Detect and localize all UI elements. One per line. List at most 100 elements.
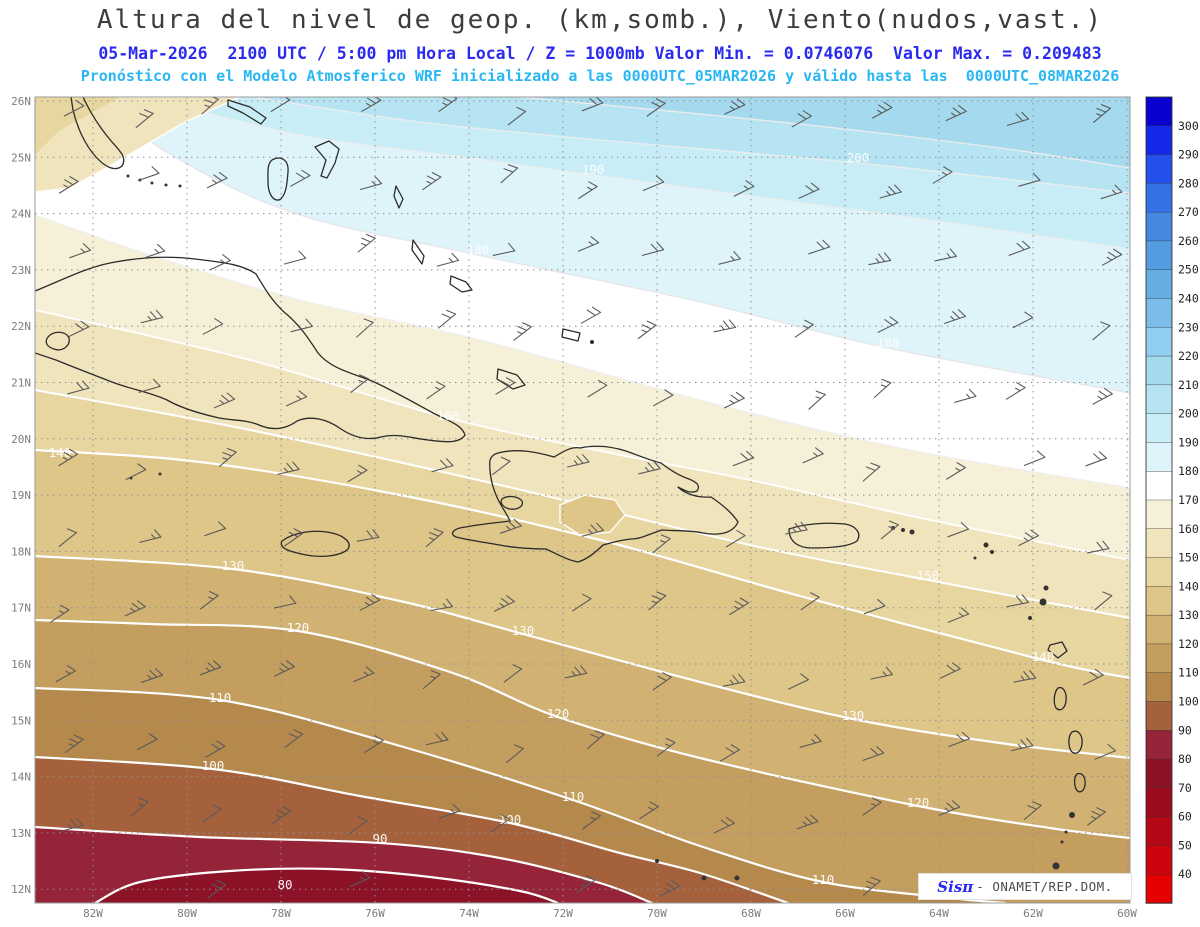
coastline [1053, 686, 1067, 711]
wind-barb [290, 318, 313, 333]
wind-barb-glyph [934, 248, 957, 262]
wind-barb [788, 673, 810, 690]
coastline [35, 256, 466, 443]
wind-barb-glyph [55, 665, 76, 683]
wind-barb [732, 450, 755, 467]
wind-barb [1018, 172, 1041, 187]
contour-line-180 [87, 97, 1130, 394]
wind-barb-glyph [140, 309, 164, 324]
colorbar-cell [1145, 701, 1173, 731]
wind-barb [862, 876, 881, 896]
hispaniola-low [560, 495, 625, 535]
colorbar-cell [1145, 413, 1173, 444]
wind-barb-glyph [639, 801, 659, 820]
wind-barb-glyph [656, 737, 676, 757]
wind-barb [125, 463, 147, 480]
contour-label: 180 [467, 242, 490, 257]
wind-barb-glyph [202, 317, 224, 335]
wind-barb-glyph [492, 242, 516, 256]
wind-barb [720, 744, 741, 762]
lat-label: 19N [11, 489, 31, 502]
wind-barb [580, 306, 602, 324]
wind-barb [207, 880, 227, 899]
wind-barb [587, 379, 608, 398]
wind-barb [870, 666, 894, 680]
wind-barb [284, 729, 304, 748]
wind-barb-glyph [648, 591, 667, 611]
wind-barb [199, 660, 222, 676]
island-dot [1043, 585, 1049, 591]
island-dot [1069, 812, 1075, 818]
contour-label: 90 [372, 831, 387, 846]
wind-barb [1005, 382, 1026, 400]
colorbar-label: 170 [1178, 493, 1199, 507]
wind-barb [273, 595, 297, 609]
island-dot [734, 875, 740, 881]
wind-barb-glyph [724, 98, 746, 115]
wind-barb-glyph [564, 665, 588, 679]
lat-label: 14N [11, 771, 31, 784]
wind-barb-glyph [137, 166, 160, 182]
lat-label: 25N [11, 151, 31, 164]
wind-barb-glyph [720, 744, 741, 762]
colorbar-label: 40 [1178, 867, 1192, 881]
wind-barb-glyph [438, 97, 458, 112]
lon-label: 60W [1117, 907, 1137, 920]
wind-barb-glyph [932, 166, 953, 184]
wind-barb [205, 740, 226, 758]
wind-barb-glyph [1006, 594, 1030, 608]
wind-barb-glyph [1018, 529, 1040, 547]
wind-barb [945, 104, 967, 122]
wind-barb [64, 734, 84, 753]
wind-barb-glyph [788, 673, 810, 690]
wind-barb-glyph [798, 182, 820, 199]
wind-barb-glyph [69, 243, 92, 259]
wind-barb [352, 666, 375, 683]
colorbar-cell [1145, 874, 1173, 904]
coastline [411, 239, 425, 265]
wind-barb-glyph [199, 660, 222, 676]
wind-barb [505, 744, 524, 764]
colorbar-cell [1145, 643, 1173, 674]
wind-barb [130, 797, 149, 817]
wind-barb-glyph [50, 604, 70, 623]
wind-barb [137, 166, 160, 182]
wind-barb [586, 730, 605, 750]
wind-barb-glyph [206, 171, 228, 189]
wind-barb [808, 239, 831, 255]
wind-barb-glyph [576, 875, 596, 893]
wind-barb-glyph [862, 462, 881, 482]
wind-barb-glyph [58, 448, 79, 467]
wind-barb [791, 110, 812, 128]
wind-barb-glyph [284, 528, 304, 547]
lat-label: 15N [11, 714, 31, 727]
wind-barb [58, 448, 79, 467]
credit-org: - ONAMET/REP.DOM. [976, 879, 1113, 894]
wind-barb-glyph [209, 254, 231, 271]
wind-barb-glyph [580, 306, 602, 324]
wind-barb [499, 518, 522, 534]
lat-label: 23N [11, 264, 31, 277]
wind-barb [879, 184, 902, 199]
wind-barb [808, 390, 826, 410]
wind-barb [868, 252, 892, 266]
wind-barb-glyph [1005, 382, 1026, 400]
wind-barb-glyph [863, 599, 886, 615]
wind-barb [422, 172, 442, 191]
wind-barb-glyph [141, 668, 164, 683]
lon-label: 66W [835, 907, 855, 920]
wind-barb [873, 378, 892, 398]
wind-barb-glyph [799, 733, 822, 748]
wind-barb [422, 670, 441, 690]
coastline [1068, 730, 1083, 754]
island-dot [1060, 840, 1064, 844]
wind-barb [1013, 669, 1037, 683]
wind-barb [277, 461, 300, 475]
wind-barb-glyph [431, 458, 454, 473]
coastline [267, 157, 289, 201]
wind-barb-glyph [587, 379, 608, 398]
wind-barb [652, 534, 671, 554]
colorbar-label: 190 [1178, 435, 1199, 449]
island-dot [590, 340, 594, 344]
wind-barb [872, 101, 893, 119]
